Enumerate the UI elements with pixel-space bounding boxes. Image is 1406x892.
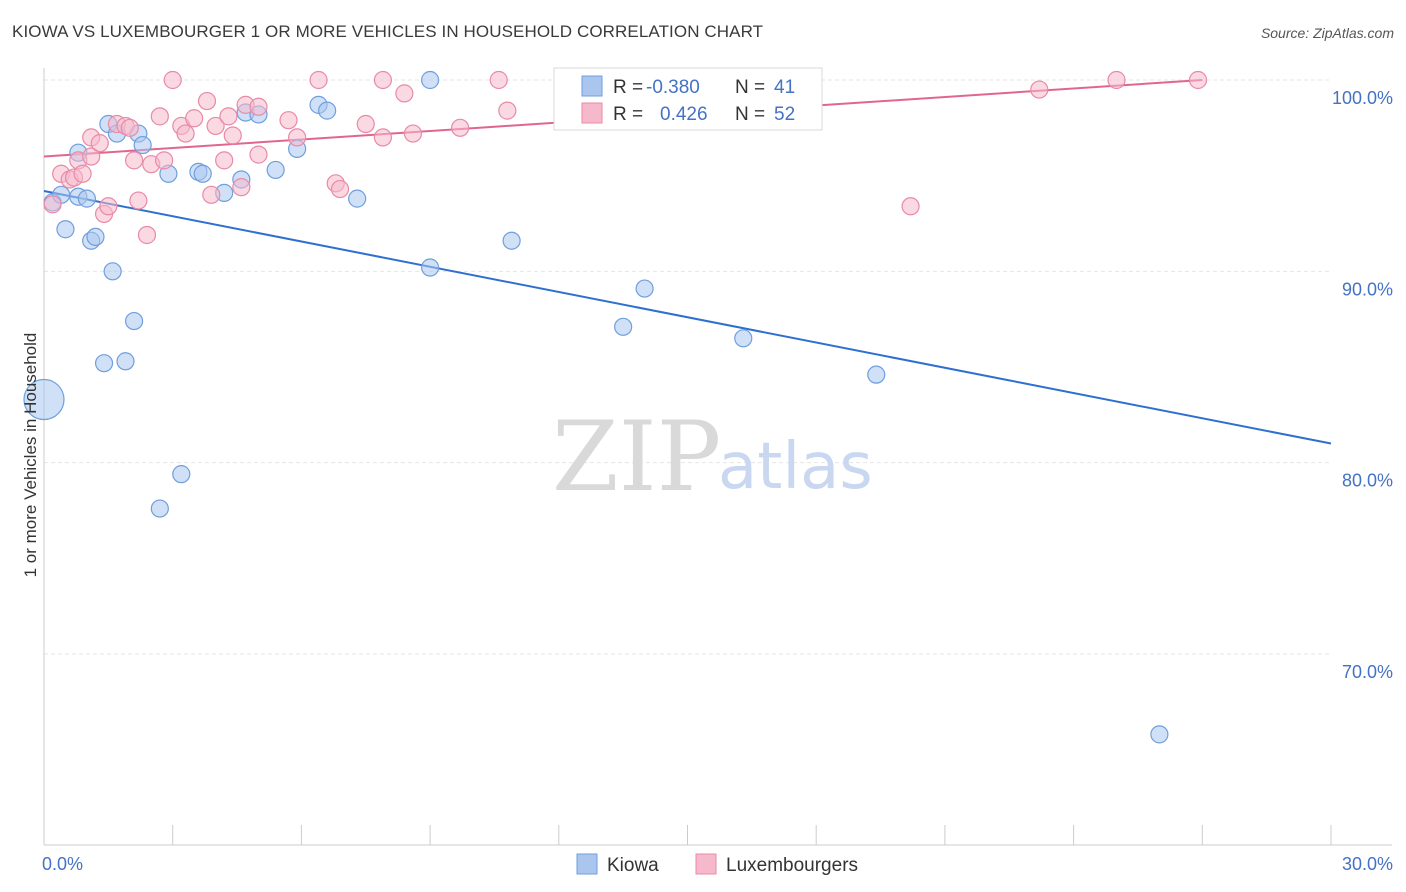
point-lux-6 [82, 147, 101, 166]
y-tick-labels: 100.0% 90.0% 80.0% 70.0% [1332, 88, 1393, 682]
y-axis-label: 1 or more Vehicles in Household [21, 333, 40, 578]
point-lux-50 [1188, 70, 1208, 90]
point-kiowa-14 [124, 311, 144, 331]
point-kiowa-8 [86, 227, 105, 246]
point-lux-19 [155, 151, 174, 170]
correlation-legend: R = -0.380 N = 41 R = 0.426 N = 52 [553, 67, 823, 131]
point-kiowa-31 [421, 70, 440, 90]
legend-kiowa-n-value: 41 [774, 77, 795, 98]
point-lux-20 [163, 70, 182, 90]
point-kiowa-9 [94, 354, 114, 373]
point-kiowa-17 [150, 499, 169, 518]
point-lux-0 [43, 195, 62, 214]
x-tick-label-1: 30.0% [1342, 854, 1393, 874]
legend-kiowa-n-label: N = [735, 77, 765, 98]
source-label: Source: ZipAtlas.com [1260, 25, 1394, 41]
point-lux-27 [215, 151, 234, 170]
x-tick-label-0: 0.0% [42, 854, 83, 874]
point-lux-26 [206, 116, 225, 136]
point-kiowa-34 [614, 317, 633, 336]
axes [43, 68, 1392, 846]
series-legend: Kiowa Luxembourgers [576, 853, 858, 876]
point-lux-16 [137, 225, 157, 245]
point-lux-33 [249, 145, 268, 164]
point-lux-14 [124, 151, 144, 170]
trendline-kiowa [43, 189, 1332, 445]
point-lux-24 [197, 91, 217, 111]
point-kiowa-0 [23, 378, 65, 421]
point-lux-29 [223, 126, 242, 145]
watermark-zip: ZIP [552, 401, 721, 513]
point-lux-32 [249, 97, 268, 116]
point-lux-35 [288, 128, 307, 147]
point-lux-40 [373, 70, 393, 90]
point-kiowa-26 [266, 160, 285, 180]
y-tick-label-0: 100.0% [1332, 88, 1393, 108]
point-lux-10 [99, 197, 118, 216]
point-kiowa-13 [116, 352, 135, 371]
point-lux-43 [403, 124, 423, 143]
point-kiowa-19 [172, 465, 191, 484]
x-tick-labels: 0.0% 30.0% [42, 854, 1393, 874]
legend-lux-r-label: R = [613, 104, 643, 125]
point-lux-45 [489, 70, 508, 90]
legend-kiowa-r-label: R = [613, 77, 643, 98]
data-points [23, 70, 1208, 744]
point-kiowa-29 [318, 101, 337, 120]
point-lux-8 [90, 134, 109, 153]
point-lux-46 [498, 101, 517, 120]
point-lux-15 [129, 191, 148, 210]
point-kiowa-33 [502, 231, 521, 250]
point-kiowa-10 [103, 262, 122, 281]
point-lux-49 [1107, 70, 1126, 90]
point-kiowa-6 [77, 189, 97, 208]
point-lux-38 [330, 179, 350, 199]
point-lux-36 [309, 70, 328, 90]
legend-swatch-kiowa [581, 75, 603, 97]
point-lux-42 [395, 84, 414, 103]
point-lux-44 [451, 118, 470, 137]
series-legend-swatch-kiowa [576, 853, 598, 875]
point-kiowa-38 [867, 365, 886, 384]
watermark: ZIP atlas [552, 401, 873, 513]
watermark-atlas: atlas [718, 430, 873, 504]
point-kiowa-30 [348, 189, 367, 208]
point-lux-34 [279, 111, 298, 130]
point-lux-13 [120, 118, 139, 137]
legend-kiowa-r-value: -0.380 [646, 77, 700, 98]
point-kiowa-16 [133, 135, 152, 155]
point-lux-41 [373, 128, 393, 147]
legend-lux-r-value: 0.426 [660, 104, 708, 125]
y-tick-label-2: 80.0% [1342, 471, 1393, 491]
y-tick-label-1: 90.0% [1342, 279, 1393, 299]
point-lux-23 [185, 109, 204, 128]
point-lux-47 [901, 197, 920, 216]
gridlines [44, 79, 1331, 655]
point-kiowa-37 [734, 329, 753, 348]
point-kiowa-35 [635, 279, 654, 298]
point-lux-30 [232, 178, 251, 197]
series-legend-lux: Luxembourgers [726, 855, 858, 876]
legend-lux-n-label: N = [735, 104, 765, 125]
chart-title: KIOWA VS LUXEMBOURGER 1 OR MORE VEHICLES… [12, 22, 764, 41]
series-legend-swatch-lux [695, 853, 717, 875]
point-kiowa-21 [193, 164, 212, 183]
point-kiowa-3 [56, 220, 75, 239]
point-kiowa-39 [1150, 725, 1169, 744]
point-lux-22 [176, 124, 195, 143]
point-lux-48 [1030, 80, 1049, 99]
point-lux-5 [73, 164, 92, 183]
point-lux-39 [356, 114, 375, 134]
point-kiowa-32 [421, 258, 440, 277]
point-lux-28 [219, 107, 238, 126]
series-legend-kiowa: Kiowa [607, 855, 659, 876]
point-lux-25 [202, 185, 221, 204]
y-tick-label-3: 70.0% [1342, 662, 1393, 682]
legend-lux-n-value: 52 [774, 104, 795, 125]
point-lux-18 [150, 107, 169, 126]
legend-swatch-lux [581, 102, 603, 124]
